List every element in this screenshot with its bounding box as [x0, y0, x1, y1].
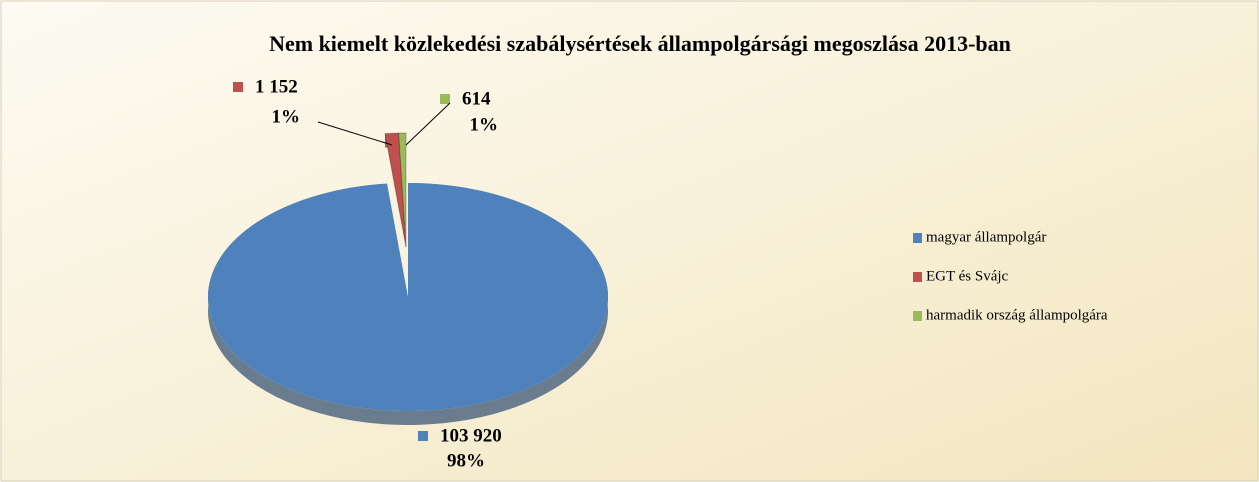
data-label: 103 920: [440, 425, 502, 446]
data-label: 1 152: [255, 76, 298, 97]
pie-slice: [208, 183, 609, 412]
pie-slice: [384, 132, 407, 248]
legend-label: magyar állampolgár: [926, 229, 1046, 245]
chart-title: Nem kiemelt közlekedési szabálysértések …: [269, 31, 1011, 56]
legend-label: EGT és Svájc: [926, 268, 1009, 284]
legend-key: [913, 233, 922, 243]
label-key: [233, 82, 243, 92]
leader-line: [317, 121, 393, 146]
legend-label: harmadik ország állampolgára: [926, 307, 1108, 323]
percent-label: 1%: [470, 114, 499, 135]
label-key: [418, 431, 428, 441]
data-label: 614: [462, 88, 491, 109]
percent-label: 1%: [272, 106, 301, 127]
label-key: [440, 94, 450, 104]
legend-key: [913, 311, 922, 321]
pie-slice: [398, 132, 407, 248]
percent-label: 98%: [447, 450, 485, 471]
legend-key: [913, 272, 922, 282]
leader-line: [405, 102, 451, 146]
